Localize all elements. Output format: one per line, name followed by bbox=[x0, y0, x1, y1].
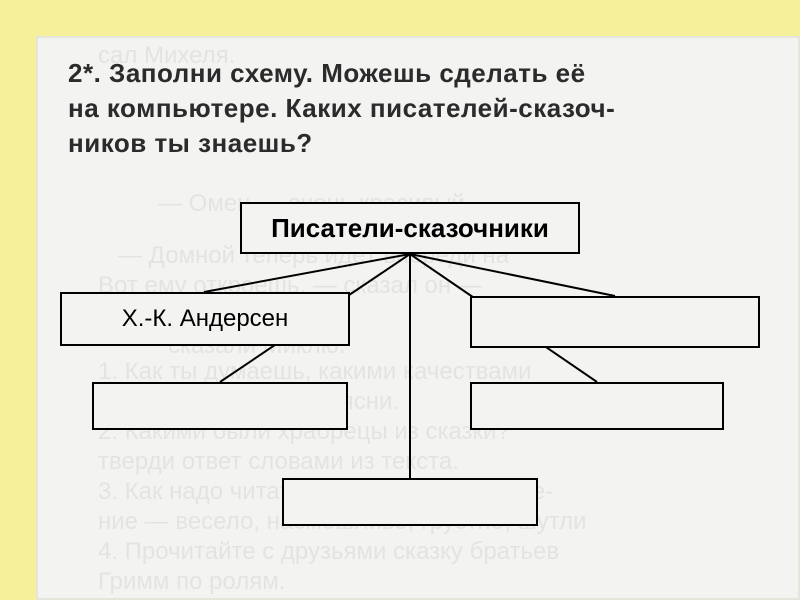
diagram-title-box: Писатели-сказочники bbox=[240, 202, 580, 254]
diagram-empty-box[interactable] bbox=[470, 382, 724, 430]
diagram-andersen-label: Х.-К. Андерсен bbox=[122, 305, 289, 333]
diagram-empty-box[interactable] bbox=[282, 478, 538, 526]
diagram-andersen-box[interactable]: Х.-К. Андерсен bbox=[60, 292, 350, 346]
slide-canvas: сал Михеля.— Омен — очень красивый— Домн… bbox=[0, 0, 800, 600]
ghost-text-line: 4. Прочитайте с друзьями сказку братьев bbox=[98, 538, 559, 566]
connector-line bbox=[204, 254, 410, 292]
exercise-question: 2*. Заполни схему. Можешь сделать её на к… bbox=[68, 56, 778, 161]
ghost-text-line: тверди ответ словами из текста. bbox=[98, 448, 459, 476]
question-text-line: ников ты знаешь? bbox=[68, 128, 313, 158]
diagram-empty-box[interactable] bbox=[92, 382, 348, 430]
diagram-empty-box[interactable] bbox=[470, 296, 760, 348]
question-text-line: Заполни схему. Можешь сделать её bbox=[109, 58, 586, 88]
question-number: 2*. bbox=[68, 58, 109, 88]
page-area: сал Михеля.— Омен — очень красивый— Домн… bbox=[36, 36, 800, 600]
question-text-line: на компьютере. Каких писателей-сказоч- bbox=[68, 93, 615, 123]
diagram-title-label: Писатели-сказочники bbox=[271, 213, 549, 244]
connector-line bbox=[410, 254, 615, 296]
ghost-text-line: алтем они. все в один bbox=[118, 594, 363, 600]
ghost-text-line: Гримм по ролям. bbox=[98, 568, 285, 596]
